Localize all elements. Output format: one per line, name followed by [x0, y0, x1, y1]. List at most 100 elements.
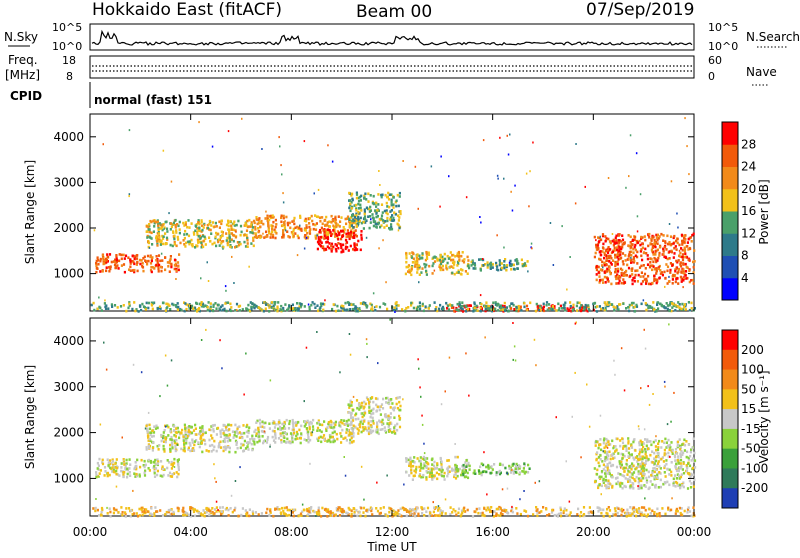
heatmap-cell — [177, 510, 179, 513]
heatmap-cell — [98, 297, 100, 299]
heatmap-cell — [253, 443, 255, 446]
heatmap-cell — [210, 302, 212, 305]
heatmap-cell — [317, 427, 319, 430]
heatmap-cell — [464, 470, 466, 473]
heatmap-cell — [510, 191, 512, 193]
heatmap-cell — [155, 237, 157, 240]
heatmap-cell — [259, 440, 261, 443]
heatmap-cell — [545, 508, 547, 511]
heatmap-cell — [647, 258, 649, 261]
heatmap-cell — [519, 471, 521, 474]
heatmap-cell — [309, 217, 311, 220]
nave-label: Nave — [746, 65, 777, 79]
heatmap-cell — [532, 142, 534, 144]
heatmap-cell — [621, 482, 623, 485]
heatmap-cell — [600, 250, 602, 253]
heatmap-cell — [609, 266, 611, 269]
heatmap-cell — [675, 278, 677, 281]
heatmap-cell — [504, 467, 506, 470]
heatmap-cell — [473, 267, 475, 270]
heatmap-cell — [434, 467, 436, 470]
heatmap-cell — [229, 237, 231, 240]
heatmap-cell — [423, 507, 425, 510]
heatmap-cell — [435, 514, 437, 517]
heatmap-cell — [614, 242, 616, 245]
heatmap-cell — [649, 266, 651, 269]
heatmap-cell — [372, 401, 374, 404]
heatmap-cell — [123, 476, 125, 479]
heatmap-cell — [356, 193, 358, 196]
heatmap-cell — [117, 306, 119, 309]
heatmap-cell — [169, 449, 171, 452]
heatmap-cell — [405, 307, 407, 310]
heatmap-cell — [447, 466, 449, 469]
heatmap-cell — [321, 507, 323, 510]
heatmap-cell — [634, 449, 636, 452]
heatmap-cell — [663, 442, 665, 445]
heatmap-cell — [579, 307, 581, 310]
heatmap-cell — [656, 236, 658, 239]
heatmap-cell — [640, 193, 642, 195]
heatmap-cell — [265, 211, 267, 213]
heatmap-cell — [623, 467, 625, 470]
heatmap-cell — [457, 456, 459, 459]
heatmap-cell — [346, 420, 348, 423]
heatmap-cell — [154, 472, 156, 475]
heatmap-cell — [503, 264, 505, 267]
heatmap-cell — [538, 309, 540, 312]
heatmap-cell — [679, 250, 681, 252]
heatmap-cell — [241, 437, 243, 440]
heatmap-cell — [349, 199, 351, 202]
heatmap-cell — [93, 309, 95, 312]
heatmap-cell — [612, 251, 614, 254]
heatmap-cell — [357, 240, 359, 243]
heatmap-cell — [454, 255, 456, 258]
heatmap-cell — [680, 247, 682, 250]
heatmap-cell — [639, 244, 641, 247]
heatmap-cell — [210, 232, 212, 235]
heatmap-cell — [275, 232, 277, 235]
heatmap-cell — [246, 234, 248, 237]
heatmap-cell — [136, 261, 138, 264]
heatmap-cell — [144, 460, 146, 463]
heatmap-cell — [386, 217, 388, 220]
heatmap-cell — [612, 259, 614, 262]
heatmap-cell — [448, 257, 450, 260]
heatmap-cell — [357, 218, 359, 221]
heatmap-cell — [210, 224, 212, 227]
heatmap-cell — [179, 221, 181, 224]
heatmap-cell — [635, 467, 637, 470]
heatmap-cell — [557, 515, 559, 518]
heatmap-cell — [654, 462, 656, 465]
heatmap-cell — [192, 307, 194, 310]
heatmap-cell — [560, 305, 562, 308]
heatmap-cell — [196, 310, 198, 313]
heatmap-cell — [177, 265, 179, 268]
heatmap-cell — [621, 508, 623, 511]
heatmap-cell — [163, 445, 165, 448]
heatmap-cell — [335, 243, 337, 246]
heatmap-cell — [318, 231, 320, 234]
heatmap-cell — [634, 270, 636, 273]
heatmap-cell — [367, 193, 369, 196]
heatmap-cell — [409, 458, 411, 461]
heatmap-cell — [388, 425, 390, 428]
heatmap-cell — [440, 263, 442, 266]
heatmap-cell — [229, 240, 231, 243]
heatmap-cell — [201, 451, 203, 454]
heatmap-cell — [129, 458, 131, 461]
heatmap-cell — [415, 166, 417, 168]
heatmap-cell — [321, 227, 323, 230]
heatmap-cell — [221, 231, 223, 234]
heatmap-cell — [170, 266, 172, 269]
heatmap-cell — [575, 143, 577, 145]
heatmap-cell — [157, 427, 159, 430]
heatmap-cell — [680, 308, 682, 311]
heatmap-cell — [467, 259, 469, 262]
heatmap-cell — [617, 268, 619, 271]
heatmap-cell — [357, 203, 359, 206]
heatmap-cell — [692, 467, 694, 470]
heatmap-cell — [220, 242, 222, 245]
heatmap-cell — [603, 262, 605, 265]
heatmap-cell — [595, 239, 597, 241]
